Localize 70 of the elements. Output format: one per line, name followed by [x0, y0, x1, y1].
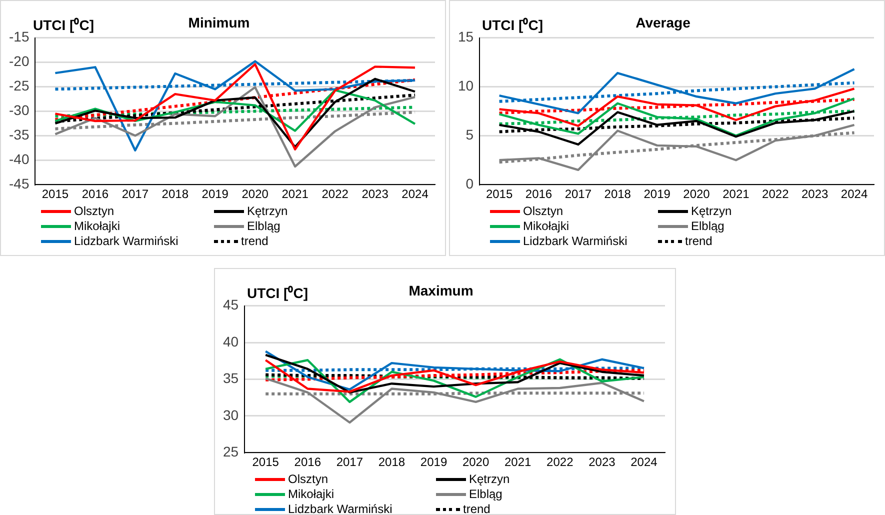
legend-label: Olsztyn [523, 204, 564, 218]
y-tick-label: 0 [466, 175, 474, 192]
x-tick-label: 2024 [840, 187, 868, 202]
legend-label: Lidzbark Warmiński [288, 502, 392, 515]
y-axis-title: UTCI [⁰C] [33, 16, 94, 34]
x-tick-label: 2023 [801, 187, 829, 202]
x-tick-label: 2021 [282, 187, 309, 202]
x-tick-label: 2017 [336, 455, 364, 470]
x-tick-label: 2018 [604, 187, 632, 202]
x-tick-label: 2022 [762, 187, 790, 202]
x-tick-label: 2017 [564, 187, 592, 202]
y-tick-label: 15 [458, 28, 474, 45]
chart-title: Average [636, 14, 691, 30]
y-tick-label: 25 [222, 443, 239, 460]
x-tick-label: 2016 [82, 187, 109, 202]
x-tick-label: 2023 [362, 187, 389, 202]
x-tick-label: 2020 [242, 187, 269, 202]
y-tick-label: 45 [222, 296, 239, 313]
x-tick-label: 2020 [683, 187, 710, 202]
legend-label: Olsztyn [74, 204, 114, 218]
legend-label: Mikołajki [74, 219, 120, 233]
legend-label: Mikołajki [288, 487, 334, 501]
x-tick-label: 2015 [42, 187, 69, 202]
legend-label: trend [241, 234, 268, 248]
y-tick-label: 5 [466, 126, 474, 143]
y-tick-label: 10 [458, 78, 474, 94]
x-tick-label: 2023 [588, 455, 616, 470]
y-tick-label: 35 [222, 370, 239, 386]
y-tick-label: -20 [9, 53, 30, 70]
y-tick-label: 30 [222, 406, 239, 423]
y-tick-label: -40 [9, 150, 30, 167]
legend-label: Elbląg [247, 219, 280, 233]
x-tick-label: 2021 [504, 455, 532, 470]
y-tick-label: -15 [9, 28, 30, 45]
x-tick-label: 2015 [486, 187, 513, 202]
legend-label: Elbląg [469, 487, 502, 501]
x-tick-label: 2019 [202, 187, 229, 202]
x-tick-label: 2021 [722, 187, 750, 202]
x-tick-label: 2022 [322, 187, 349, 202]
legend-label: Lidzbark Warmiński [523, 234, 628, 248]
y-tick-label: -30 [9, 102, 30, 118]
y-axis-title: UTCI [⁰C] [482, 16, 543, 34]
chart-title: Maximum [408, 282, 474, 298]
x-tick-label: 2019 [420, 455, 448, 470]
x-tick-label: 2017 [122, 187, 149, 202]
x-tick-label: 2015 [252, 455, 280, 470]
legend-label: Olsztyn [288, 472, 328, 486]
x-tick-label: 2024 [402, 187, 429, 202]
x-tick-label: 2018 [378, 455, 406, 470]
chart-title: Minimum [188, 14, 250, 30]
y-axis-title: UTCI [⁰C] [247, 284, 308, 302]
x-tick-label: 2016 [525, 187, 552, 202]
legend-label: Kętrzyn [469, 472, 510, 486]
x-tick-label: 2020 [462, 455, 490, 470]
legend-label: trend [463, 502, 490, 515]
y-tick-label: 40 [222, 333, 239, 350]
y-tick-label: -25 [9, 78, 30, 94]
y-tick-label: -35 [9, 126, 30, 143]
legend-label: Lidzbark Warmiński [74, 234, 178, 248]
legend-label: Elbląg [691, 219, 724, 233]
x-tick-label: 2018 [162, 187, 189, 202]
legend-label: trend [685, 234, 712, 248]
legend-label: Kętrzyn [247, 204, 288, 218]
x-tick-label: 2022 [546, 455, 574, 470]
y-tick-label: -45 [9, 175, 30, 192]
x-tick-label: 2016 [294, 455, 322, 470]
legend-label: Kętrzyn [691, 204, 732, 218]
x-tick-label: 2024 [630, 455, 658, 470]
legend-label: Mikołajki [523, 219, 570, 233]
x-tick-label: 2019 [644, 187, 671, 202]
